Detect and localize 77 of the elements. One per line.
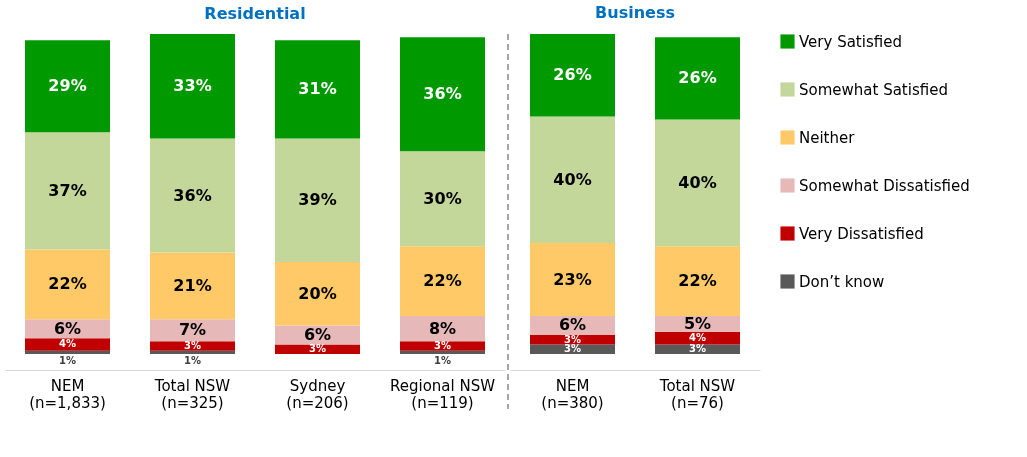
bar	[25, 350, 110, 354]
bar	[25, 40, 110, 133]
data-label: 33%	[173, 76, 212, 96]
bar	[275, 40, 360, 139]
bar	[530, 243, 615, 316]
x-tick-label: NEM (n=380)	[541, 376, 604, 412]
bar	[655, 344, 740, 354]
data-label: 40%	[553, 169, 592, 189]
data-label: 3%	[434, 340, 451, 352]
bar	[150, 138, 235, 253]
data-label: 22%	[48, 274, 87, 294]
bar	[150, 34, 235, 139]
data-label: 21%	[173, 275, 212, 295]
bar	[400, 350, 485, 354]
bar	[400, 151, 485, 247]
bar	[530, 116, 615, 244]
data-label: 1%	[59, 355, 76, 366]
legend-label: Don’t know	[799, 272, 885, 291]
bar	[25, 132, 110, 250]
data-label: 36%	[173, 185, 212, 205]
x-tick-label: Total NSW (n=325)	[153, 376, 231, 412]
data-label: 3%	[689, 343, 706, 355]
x-tick-label: Sydney (n=206)	[286, 376, 349, 412]
x-tick-label: Total NSW (n=76)	[658, 376, 736, 412]
bar	[530, 34, 615, 117]
legend-label: Very Dissatisfied	[799, 224, 924, 243]
bar	[655, 119, 740, 247]
data-label: 20%	[298, 283, 337, 303]
data-label: 6%	[303, 324, 332, 344]
data-label: 7%	[178, 320, 207, 340]
data-label: 4%	[59, 338, 76, 350]
data-label: 31%	[298, 79, 337, 99]
bar	[275, 138, 360, 263]
data-label: 1%	[184, 355, 201, 366]
bar	[655, 37, 740, 120]
data-label: 39%	[298, 190, 337, 210]
x-tick-label: NEM (n=1,833)	[29, 376, 106, 412]
data-label: 3%	[184, 340, 201, 352]
data-label: 6%	[53, 318, 82, 338]
data-label: 4%	[689, 332, 706, 344]
data-label: 8%	[428, 318, 457, 338]
legend-label: Somewhat Dissatisfied	[799, 176, 970, 195]
data-label: 3%	[309, 343, 326, 355]
data-label: 3%	[564, 343, 581, 355]
legend-label: Neither	[799, 128, 856, 147]
bar	[150, 341, 235, 351]
data-label: 23%	[553, 269, 592, 289]
data-label: 26%	[678, 68, 717, 88]
bar	[150, 319, 235, 342]
legend-label: Very Satisfied	[799, 32, 902, 51]
bar	[150, 252, 235, 320]
bar	[400, 246, 485, 316]
bar	[25, 249, 110, 320]
data-label: 29%	[48, 76, 87, 96]
bar	[655, 246, 740, 316]
data-label: 37%	[48, 180, 87, 200]
data-label: 22%	[423, 271, 462, 291]
bar	[275, 262, 360, 326]
data-label: 40%	[678, 172, 717, 192]
data-label: 3%	[564, 333, 581, 345]
data-label: 6%	[558, 315, 587, 335]
bar	[400, 341, 485, 351]
chart-title: Business	[595, 3, 675, 23]
bar	[25, 338, 110, 351]
bar	[400, 37, 485, 152]
data-label: 5%	[683, 313, 712, 333]
chart-title: Residential	[204, 4, 306, 23]
data-label: 22%	[678, 271, 717, 291]
legend-label: Somewhat Satisfied	[799, 80, 948, 99]
data-label: 30%	[423, 188, 462, 208]
bar	[530, 344, 615, 354]
data-label: 36%	[423, 84, 462, 104]
bar	[150, 350, 235, 354]
data-label: 1%	[434, 355, 451, 366]
bar	[275, 344, 360, 354]
data-label: 26%	[553, 65, 592, 85]
x-tick-label: Regional NSW (n=119)	[389, 376, 496, 412]
